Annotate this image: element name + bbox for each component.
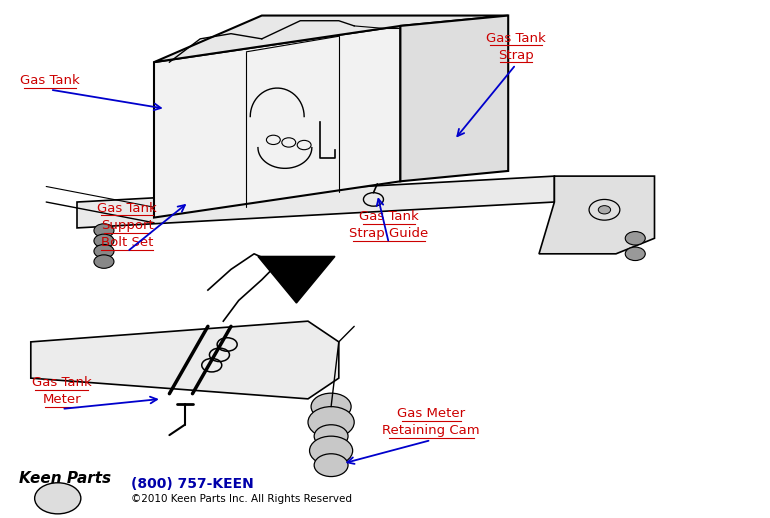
Circle shape [311, 393, 351, 420]
Polygon shape [400, 16, 508, 181]
Circle shape [598, 206, 611, 214]
Text: Gas Tank: Gas Tank [359, 210, 419, 223]
Text: Gas Tank: Gas Tank [32, 376, 92, 389]
Polygon shape [77, 176, 554, 228]
Circle shape [94, 255, 114, 268]
Text: ©2010 Keen Parts Inc. All Rights Reserved: ©2010 Keen Parts Inc. All Rights Reserve… [131, 495, 352, 505]
Text: Gas Tank: Gas Tank [20, 74, 80, 87]
Circle shape [94, 234, 114, 248]
Text: Keen Parts: Keen Parts [19, 471, 112, 486]
Polygon shape [31, 321, 339, 399]
Text: Gas Tank: Gas Tank [486, 32, 546, 45]
Text: Bolt Set: Bolt Set [101, 236, 153, 249]
Text: Meter: Meter [42, 393, 81, 406]
Circle shape [308, 407, 354, 438]
Circle shape [314, 425, 348, 448]
Text: Support: Support [101, 219, 153, 232]
Circle shape [94, 224, 114, 237]
Circle shape [314, 454, 348, 477]
Text: Retaining Cam: Retaining Cam [383, 424, 480, 437]
Polygon shape [154, 16, 508, 62]
Text: (800) 757-KEEN: (800) 757-KEEN [131, 477, 253, 491]
Text: Gas Meter: Gas Meter [397, 407, 465, 420]
Circle shape [94, 244, 114, 258]
Polygon shape [539, 176, 654, 254]
Polygon shape [258, 256, 335, 303]
Polygon shape [154, 26, 400, 218]
Circle shape [310, 436, 353, 465]
Circle shape [625, 232, 645, 245]
Text: Strap Guide: Strap Guide [350, 227, 428, 240]
Circle shape [625, 247, 645, 261]
Circle shape [35, 483, 81, 514]
Text: Strap: Strap [498, 49, 534, 62]
Text: Gas Tank: Gas Tank [97, 202, 157, 215]
